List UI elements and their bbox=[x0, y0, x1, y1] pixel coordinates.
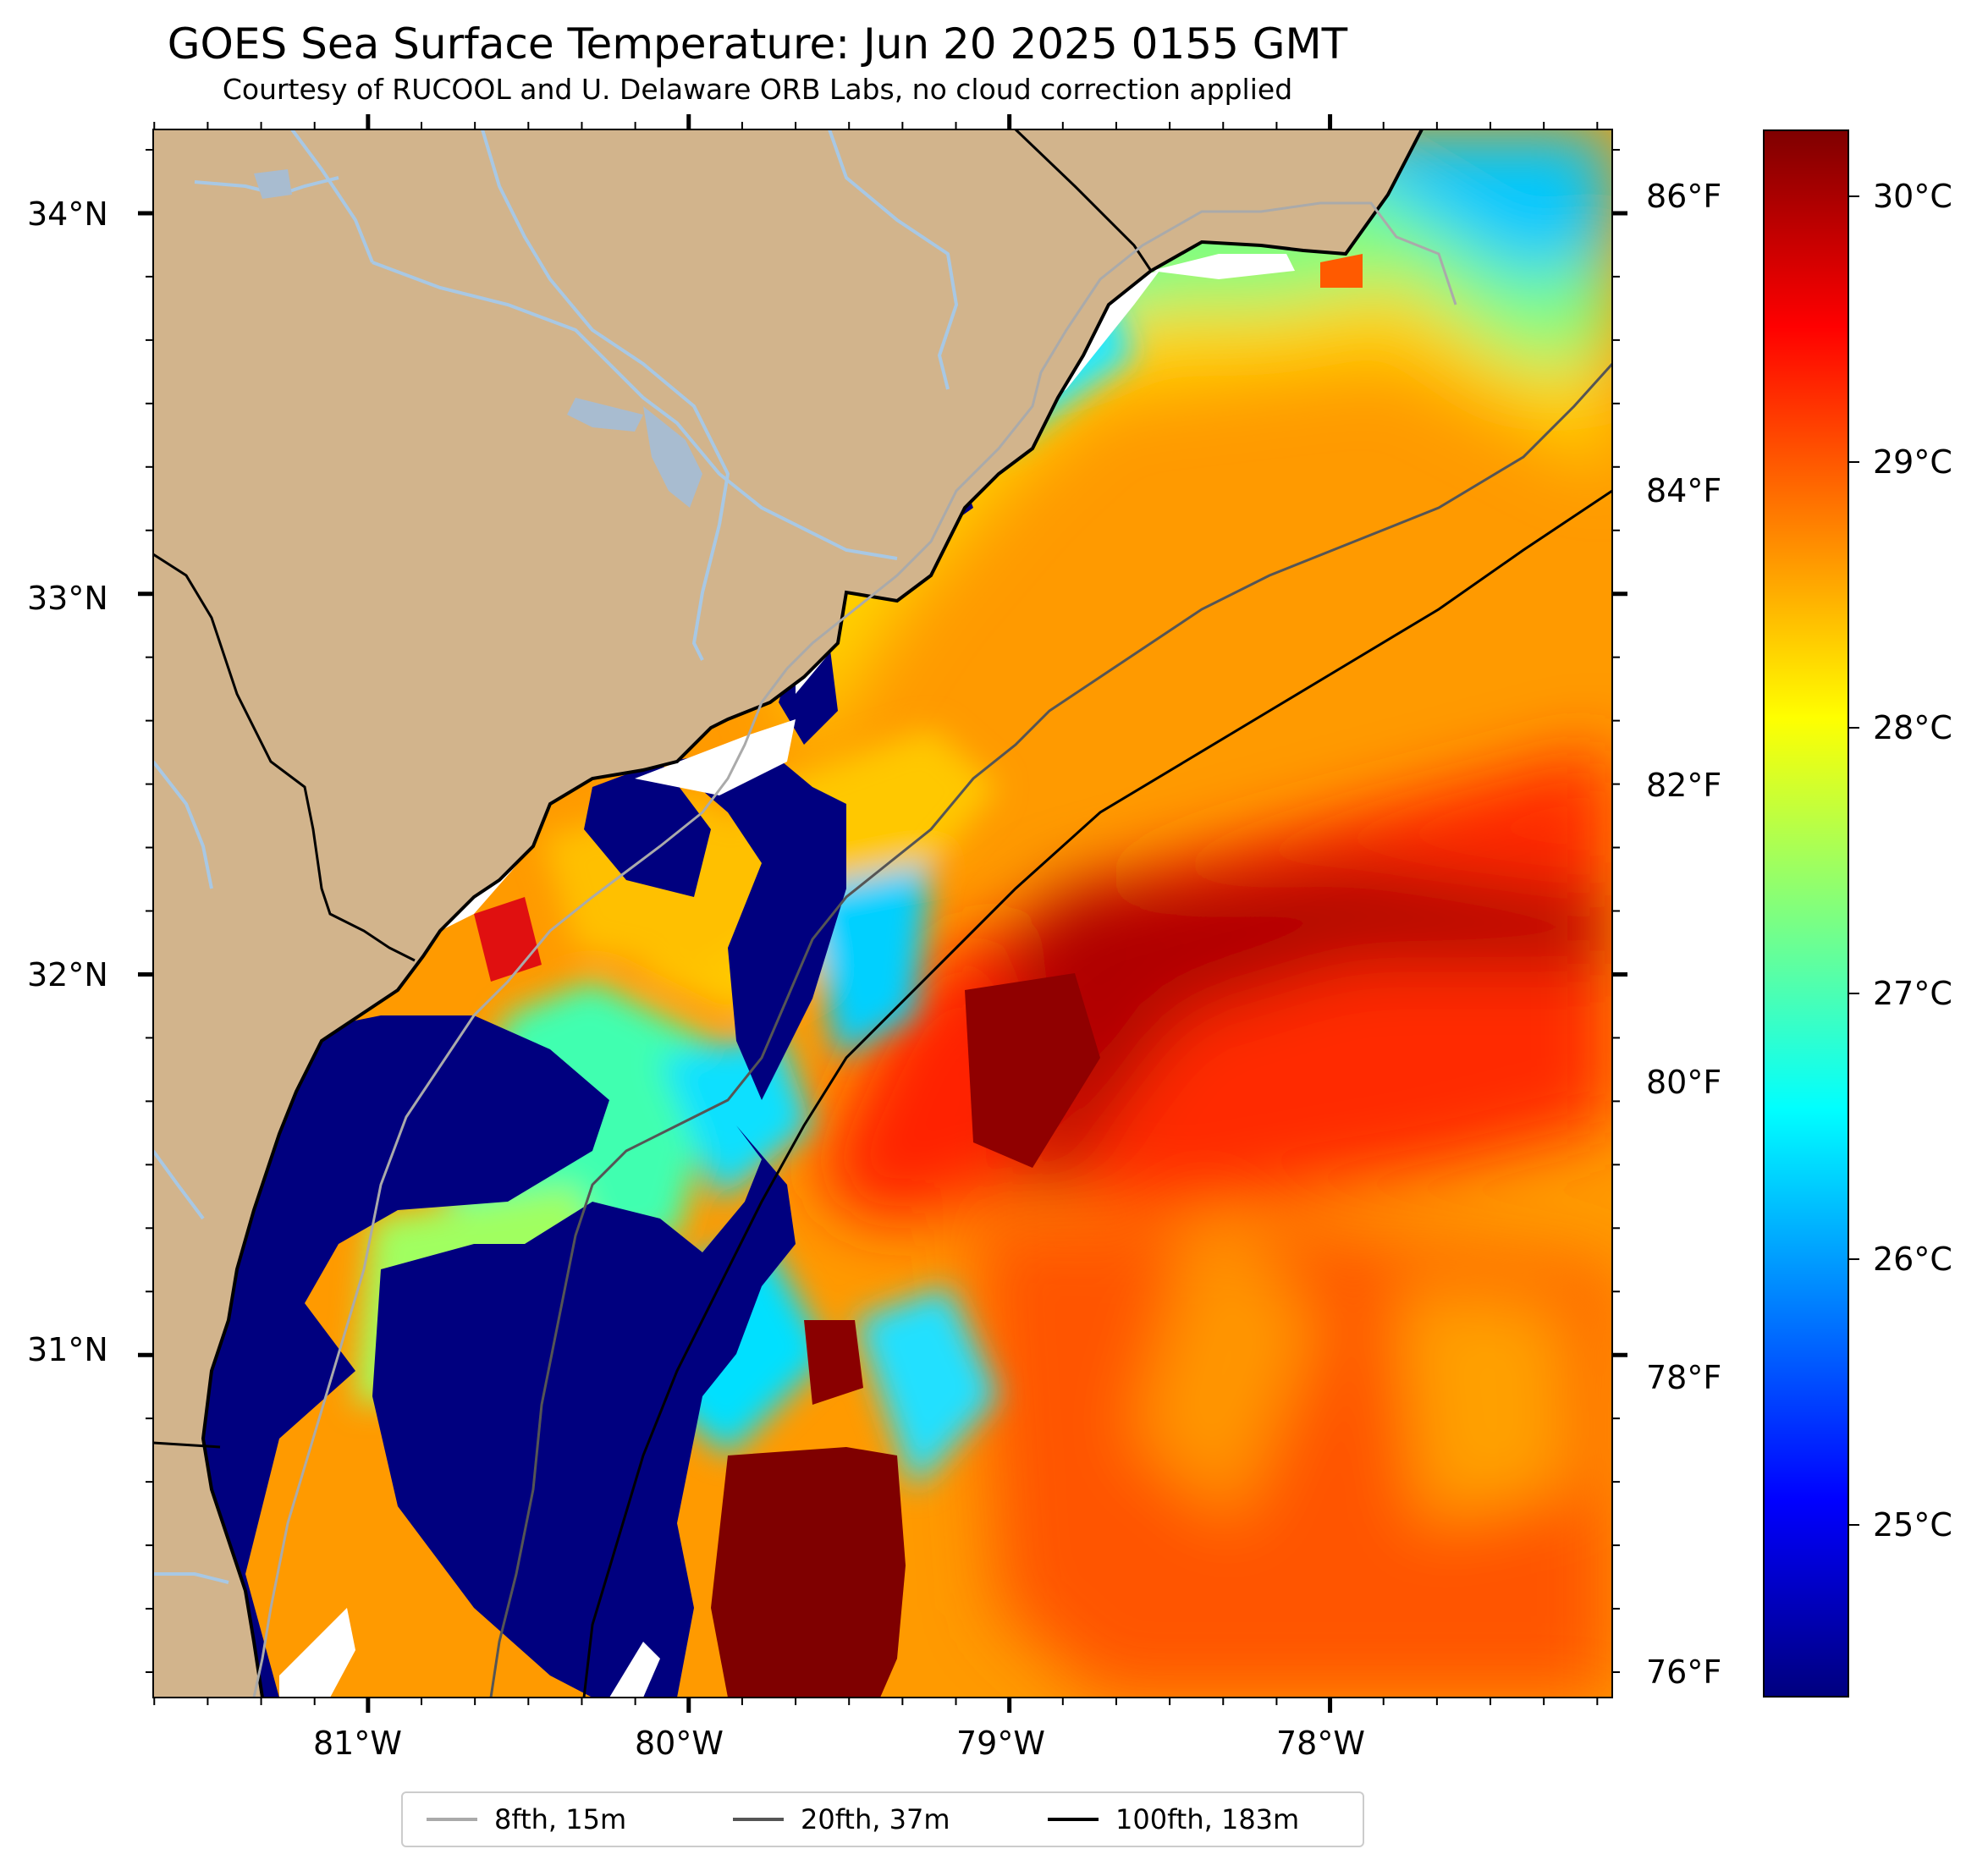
lon-label-79: 79°W bbox=[956, 1725, 1045, 1762]
lat-label-33: 33°N bbox=[27, 580, 108, 617]
legend-line-8fth bbox=[427, 1818, 477, 1821]
legend-item-20fth: 20fth, 37m bbox=[733, 1793, 950, 1846]
map-title: GOES Sea Surface Temperature: Jun 20 202… bbox=[167, 19, 1348, 69]
c-label-29: 29°C bbox=[1873, 443, 1952, 481]
lat-label-32: 32°N bbox=[27, 956, 108, 993]
c-label-30: 30°C bbox=[1873, 178, 1952, 215]
f-label-82: 82°F bbox=[1646, 767, 1722, 804]
map-subtitle: Courtesy of RUCOOL and U. Delaware ORB L… bbox=[222, 73, 1293, 106]
c-label-26: 26°C bbox=[1873, 1241, 1952, 1278]
f-label-84: 84°F bbox=[1646, 472, 1722, 509]
contour-legend: 8fth, 15m 20fth, 37m 100fth, 183m bbox=[401, 1791, 1364, 1847]
legend-line-100fth bbox=[1048, 1818, 1099, 1821]
lon-label-81: 81°W bbox=[313, 1725, 402, 1762]
lat-label-34: 34°N bbox=[27, 195, 108, 233]
lat-label-31: 31°N bbox=[27, 1331, 108, 1368]
axis-ticks bbox=[138, 114, 1627, 1713]
lon-label-78: 78°W bbox=[1276, 1725, 1365, 1762]
legend-item-100fth: 100fth, 183m bbox=[1048, 1793, 1299, 1846]
legend-label-8fth: 8fth, 15m bbox=[494, 1803, 627, 1835]
f-label-86: 86°F bbox=[1646, 178, 1722, 215]
sst-field bbox=[153, 129, 1612, 1698]
legend-label-20fth: 20fth, 37m bbox=[801, 1803, 950, 1835]
lon-label-80: 80°W bbox=[635, 1725, 724, 1762]
map-frame bbox=[152, 129, 1613, 1698]
f-label-78: 78°F bbox=[1646, 1359, 1722, 1396]
c-label-28: 28°C bbox=[1873, 709, 1952, 746]
legend-line-20fth bbox=[733, 1818, 784, 1821]
legend-item-8fth: 8fth, 15m bbox=[427, 1793, 626, 1846]
c-label-25: 25°C bbox=[1873, 1506, 1952, 1544]
f-label-80: 80°F bbox=[1646, 1064, 1722, 1101]
f-label-76: 76°F bbox=[1646, 1654, 1722, 1691]
legend-label-100fth: 100fth, 183m bbox=[1115, 1803, 1300, 1835]
temperature-colorbar bbox=[1763, 129, 1849, 1698]
c-label-27: 27°C bbox=[1873, 975, 1952, 1012]
